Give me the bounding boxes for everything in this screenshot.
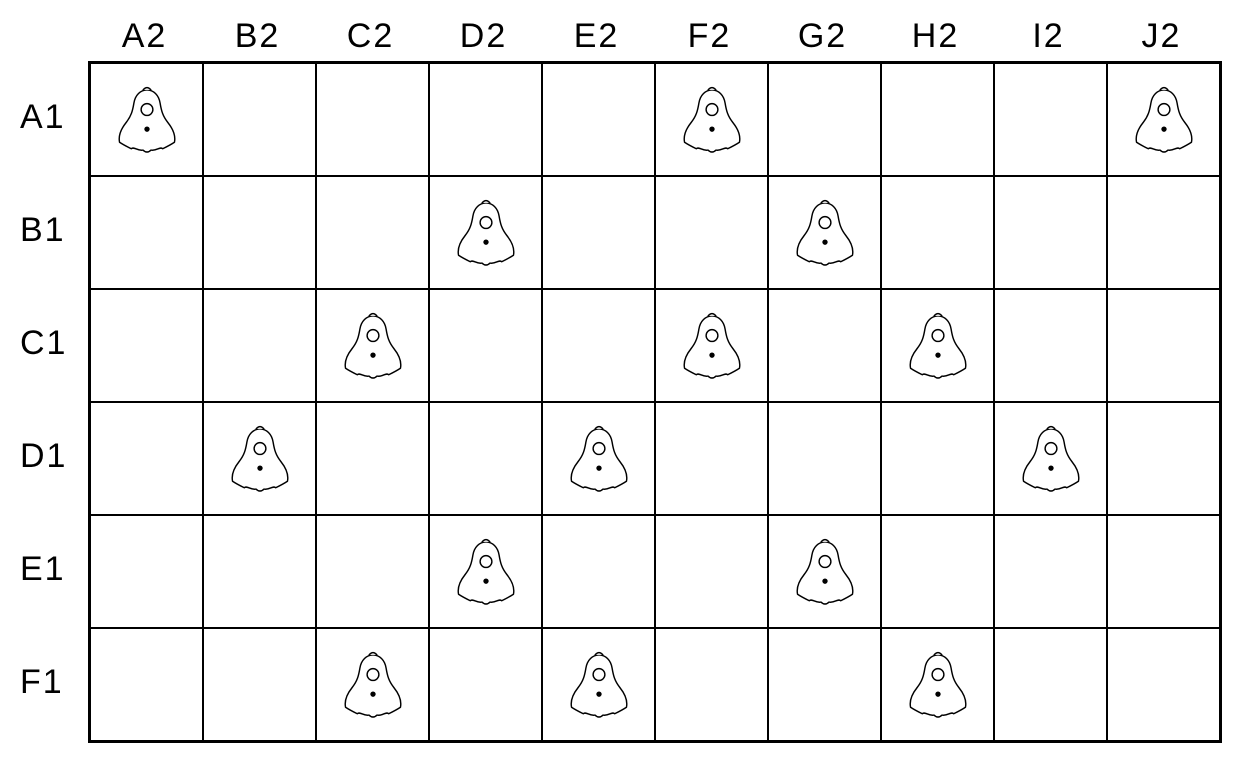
grid-cell (768, 63, 881, 176)
column-header: J2 (1105, 19, 1218, 61)
grid-cell (994, 63, 1107, 176)
nozzle-icon (905, 312, 971, 380)
column-header: H2 (879, 19, 992, 61)
grid-cell (1107, 176, 1220, 289)
nozzle-icon (453, 538, 519, 606)
grid-cell (655, 289, 768, 402)
grid-cell (316, 402, 429, 515)
grid-cell (881, 63, 994, 176)
grid-cell (316, 515, 429, 628)
grid-cell (203, 515, 316, 628)
grid-cell (203, 289, 316, 402)
grid-cell (768, 289, 881, 402)
grid-cell (316, 289, 429, 402)
nozzle-icon (340, 651, 406, 719)
nozzle-icon (566, 651, 632, 719)
grid-cell (881, 515, 994, 628)
grid-cell (994, 289, 1107, 402)
grid-cell (203, 63, 316, 176)
column-header: B2 (201, 19, 314, 61)
grid-cell (994, 515, 1107, 628)
nozzle-icon (566, 425, 632, 493)
grid-cell (542, 402, 655, 515)
grid-cell (429, 515, 542, 628)
grid-cell (316, 63, 429, 176)
grid-cell (90, 515, 203, 628)
grid-cell (542, 515, 655, 628)
nozzle-icon (227, 425, 293, 493)
grid-cell (90, 628, 203, 741)
grid-cell (542, 289, 655, 402)
grid-cell (90, 63, 203, 176)
column-header: G2 (766, 19, 879, 61)
grid-cell (1107, 402, 1220, 515)
column-header: F2 (653, 19, 766, 61)
grid-cell (881, 176, 994, 289)
nozzle-icon (905, 651, 971, 719)
row-header: A1 (18, 61, 88, 174)
grid-cell (881, 628, 994, 741)
grid-cell (655, 628, 768, 741)
row-header: F1 (18, 626, 88, 739)
grid-diagram: A2B2C2D2E2F2G2H2I2J2 A1B1C1D1E1F1 (18, 19, 1222, 743)
nozzle-icon (453, 199, 519, 267)
grid-cell (203, 176, 316, 289)
nozzle-icon (1131, 86, 1197, 154)
nozzle-icon (792, 538, 858, 606)
grid-cell (655, 63, 768, 176)
grid-cell (429, 63, 542, 176)
grid-cell (542, 628, 655, 741)
row-header: D1 (18, 400, 88, 513)
grid-cell (1107, 63, 1220, 176)
row-header: C1 (18, 287, 88, 400)
grid-cell (542, 176, 655, 289)
column-header: D2 (427, 19, 540, 61)
grid-cell (429, 402, 542, 515)
row-headers: A1B1C1D1E1F1 (18, 61, 88, 743)
grid-cell (316, 176, 429, 289)
grid-cell (768, 402, 881, 515)
grid-cell (1107, 289, 1220, 402)
nozzle-icon (114, 86, 180, 154)
grid-cell (768, 176, 881, 289)
column-header: C2 (314, 19, 427, 61)
grid-cell (429, 176, 542, 289)
grid-cell (90, 289, 203, 402)
row-header: B1 (18, 174, 88, 287)
nozzle-icon (340, 312, 406, 380)
nozzle-icon (679, 86, 745, 154)
nozzle-icon (1018, 425, 1084, 493)
nozzle-icon (792, 199, 858, 267)
grid-cell (768, 628, 881, 741)
column-header: A2 (88, 19, 201, 61)
grid-cell (881, 402, 994, 515)
grid-cell (90, 176, 203, 289)
grid-cell (316, 628, 429, 741)
nozzle-icon (679, 312, 745, 380)
row-header: E1 (18, 513, 88, 626)
column-header: E2 (540, 19, 653, 61)
grid-cell (203, 628, 316, 741)
grid-cell (203, 402, 316, 515)
column-headers: A2B2C2D2E2F2G2H2I2J2 (88, 19, 1222, 61)
grid-cell (90, 402, 203, 515)
grid-cell (429, 289, 542, 402)
grid (88, 61, 1222, 743)
column-header: I2 (992, 19, 1105, 61)
grid-cell (768, 515, 881, 628)
grid-cell (881, 289, 994, 402)
grid-cell (542, 63, 655, 176)
grid-cell (1107, 628, 1220, 741)
grid-cell (1107, 515, 1220, 628)
grid-cell (994, 402, 1107, 515)
grid-cell (994, 628, 1107, 741)
grid-cell (655, 402, 768, 515)
grid-cell (994, 176, 1107, 289)
grid-cell (655, 176, 768, 289)
grid-cell (429, 628, 542, 741)
grid-cell (655, 515, 768, 628)
